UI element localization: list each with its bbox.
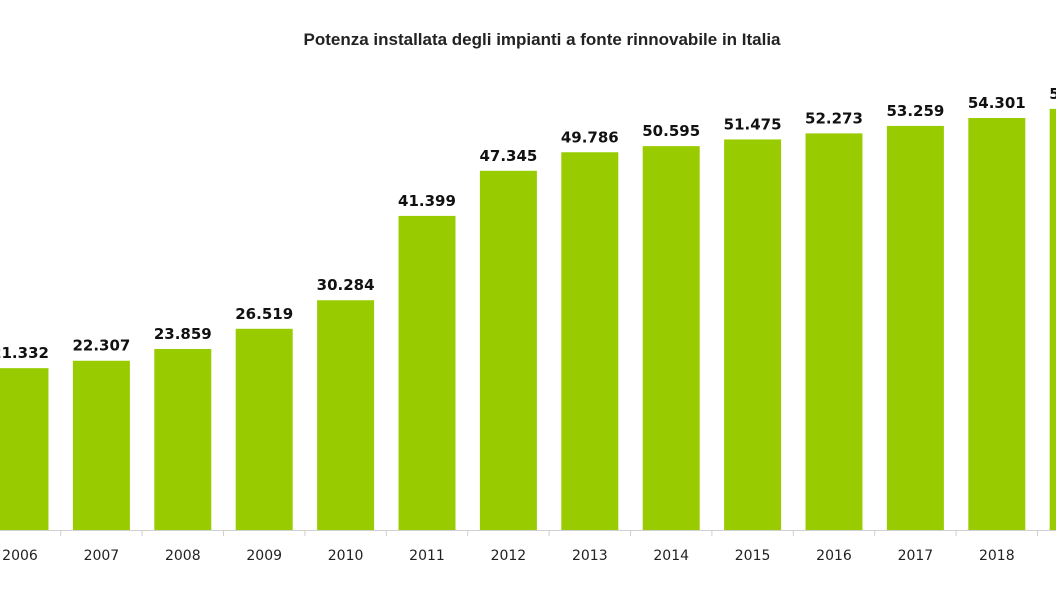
- x-tick-label-2007: 2007: [84, 548, 120, 564]
- bar-2006: [0, 368, 49, 530]
- x-tick-label-2010: 2010: [328, 548, 364, 564]
- bar-2011: [398, 215, 456, 530]
- x-tick-label-2013: 2013: [572, 548, 608, 564]
- data-label-2016: 52.273: [805, 109, 863, 127]
- x-tick-label-2015: 2015: [735, 548, 771, 564]
- bar-2016: [805, 133, 863, 530]
- x-tick-label-2014: 2014: [653, 548, 689, 564]
- x-tick-label-2018: 2018: [979, 548, 1015, 564]
- x-tick-label-2016: 2016: [816, 548, 852, 564]
- bar-2015: [724, 139, 782, 530]
- data-label-2017: 53.259: [886, 102, 944, 120]
- data-label-2008: 23.859: [154, 325, 212, 343]
- bar-2013: [561, 152, 619, 530]
- bar-2019: [1049, 108, 1056, 531]
- bar-2017: [886, 125, 944, 530]
- bar-2007: [72, 360, 130, 530]
- data-label-2010: 30.284: [317, 276, 375, 294]
- data-label-2013: 49.786: [561, 128, 619, 146]
- data-label-2014: 50.595: [642, 122, 700, 140]
- chart-title: Potenza installata degli impianti a font…: [303, 30, 781, 49]
- x-tick-label-2009: 2009: [246, 548, 282, 564]
- data-label-2018: 54.301: [968, 94, 1026, 112]
- data-label-2015: 51.475: [724, 115, 782, 133]
- bar-2012: [479, 170, 537, 530]
- bar-2018: [968, 118, 1026, 530]
- x-tick-label-2006: 2006: [2, 548, 38, 564]
- data-label-2019: 55.500: [1049, 85, 1056, 103]
- bar-2014: [642, 146, 700, 531]
- data-label-2011: 41.399: [398, 192, 456, 210]
- x-tick-label-2011: 2011: [409, 548, 445, 564]
- data-label-2012: 47.345: [479, 147, 537, 165]
- data-label-2006: 21.332: [0, 344, 49, 362]
- data-label-2009: 26.519: [235, 305, 293, 323]
- bar-2008: [154, 348, 212, 530]
- bar-2010: [317, 300, 375, 530]
- x-tick-label-2008: 2008: [165, 548, 201, 564]
- x-tick-label-2017: 2017: [898, 548, 934, 564]
- x-tick-label-2012: 2012: [491, 548, 527, 564]
- bar-2009: [235, 328, 293, 530]
- data-label-2007: 22.307: [72, 337, 130, 355]
